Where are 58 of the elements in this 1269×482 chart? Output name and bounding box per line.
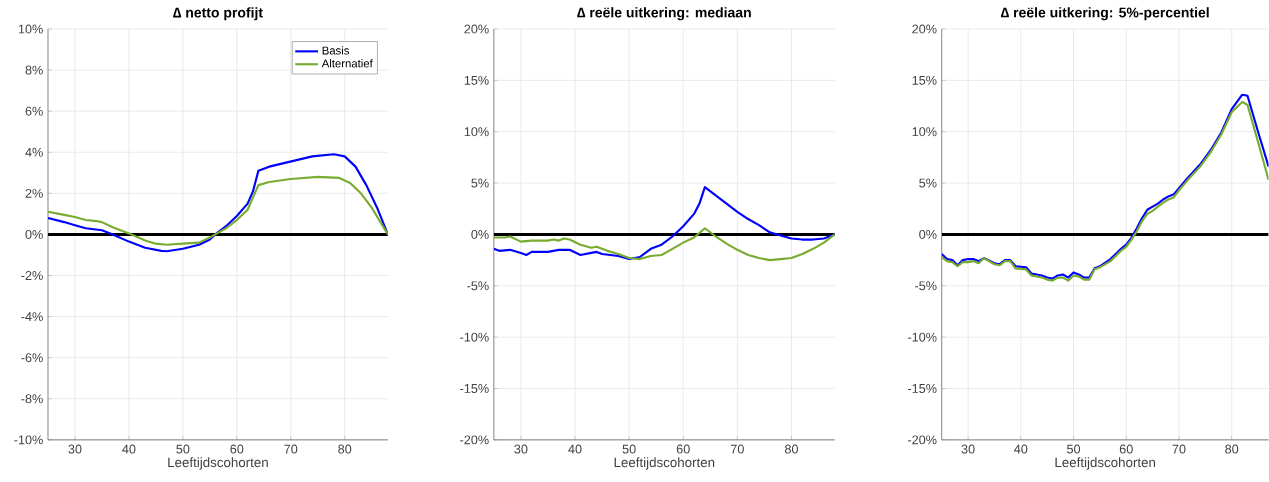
x-tick-label: 30 bbox=[961, 444, 975, 454]
y-tick-label: -20% bbox=[908, 435, 937, 445]
y-tick-label: 0% bbox=[471, 230, 489, 239]
y-tick-label: -2% bbox=[21, 271, 43, 281]
legend-label: Alternatief bbox=[321, 59, 373, 68]
y-tick-label: 5% bbox=[471, 178, 489, 188]
x-tick-label: 80 bbox=[784, 444, 798, 454]
y-tick-label: -10% bbox=[14, 435, 43, 445]
x-axis-title: Leeftijdscohorten bbox=[168, 457, 268, 470]
y-tick-label: 10% bbox=[912, 127, 937, 137]
x-tick-label: 70 bbox=[284, 444, 298, 454]
x-tick-label: 70 bbox=[1172, 444, 1186, 454]
legend-label: Basis bbox=[322, 46, 350, 55]
y-tick-label: 5% bbox=[919, 178, 937, 188]
line-series bbox=[48, 175, 388, 246]
y-tick-label: 4% bbox=[25, 147, 43, 157]
y-tick-label: 15% bbox=[912, 75, 937, 85]
x-tick-label: 30 bbox=[68, 444, 82, 454]
y-tick-label: -15% bbox=[460, 384, 489, 394]
y-tick-label: 8% bbox=[25, 65, 43, 75]
y-tick-label: 2% bbox=[25, 188, 43, 198]
x-tick-label: 50 bbox=[622, 444, 636, 454]
x-axis-title: Leeftijdscohorten bbox=[1055, 457, 1156, 470]
y-tick-label: 20% bbox=[912, 24, 937, 34]
line-series bbox=[493, 186, 835, 261]
y-tick-label: -10% bbox=[908, 332, 937, 342]
y-tick-label: 0% bbox=[919, 230, 937, 239]
y-tick-label: -6% bbox=[21, 353, 43, 363]
x-axis-title: Leeftijdscohorten bbox=[614, 457, 715, 470]
y-tick-label: -4% bbox=[21, 312, 43, 322]
y-tick-label: 20% bbox=[464, 24, 489, 34]
y-tick-label: -8% bbox=[21, 394, 43, 404]
y-tick-label: 0% bbox=[25, 230, 43, 239]
x-tick-label: 60 bbox=[230, 444, 244, 454]
y-tick-label: 6% bbox=[25, 106, 43, 116]
x-tick-label: 60 bbox=[676, 444, 690, 454]
chart-title: ∆ reële uitkering: 5%-percentiel bbox=[1000, 7, 1209, 21]
y-tick-label: -20% bbox=[460, 435, 489, 445]
x-tick-label: 30 bbox=[514, 444, 528, 454]
y-tick-label: -5% bbox=[467, 281, 489, 291]
chart-title: ∆ reële uitkering: mediaan bbox=[577, 7, 751, 21]
y-tick-label: -5% bbox=[915, 281, 937, 291]
x-tick-label: 60 bbox=[1119, 444, 1133, 454]
y-tick-label: -10% bbox=[460, 332, 489, 342]
x-tick-label: 80 bbox=[338, 444, 352, 454]
x-tick-label: 40 bbox=[568, 444, 582, 454]
x-tick-label: 40 bbox=[122, 444, 136, 454]
line-series bbox=[493, 227, 835, 262]
x-tick-label: 50 bbox=[176, 444, 190, 454]
chart-title: ∆ netto profijt bbox=[173, 7, 263, 21]
y-tick-label: 10% bbox=[18, 24, 43, 34]
y-tick-label: 10% bbox=[464, 127, 489, 137]
x-tick-label: 50 bbox=[1066, 444, 1081, 454]
y-tick-label: 15% bbox=[464, 75, 489, 85]
x-tick-label: 80 bbox=[1225, 444, 1239, 454]
x-tick-label: 70 bbox=[730, 444, 744, 454]
y-tick-label: -15% bbox=[908, 384, 937, 394]
x-tick-label: 40 bbox=[1014, 444, 1028, 454]
